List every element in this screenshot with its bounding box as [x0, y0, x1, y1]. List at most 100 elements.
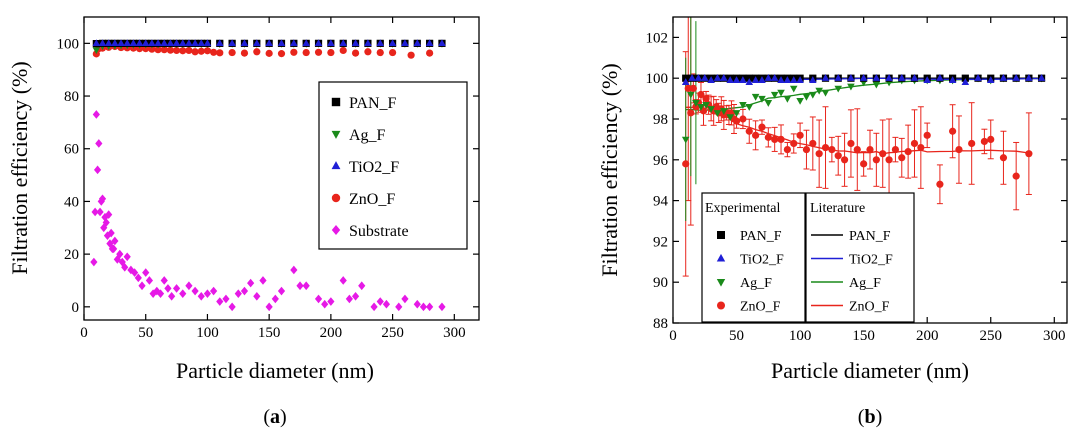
chart-a-point	[228, 302, 236, 312]
chart-a-point	[265, 49, 273, 57]
chart-a-point	[191, 286, 199, 296]
chart-b-point	[732, 110, 741, 118]
chart-b-xtick-label: 50	[729, 328, 744, 344]
chart-a-point	[314, 294, 323, 304]
chart-a-xtick-label: 100	[196, 325, 219, 341]
chart-a-point	[314, 39, 323, 47]
chart-b-ytick-label: 94	[653, 194, 669, 210]
chart-a-point	[179, 47, 187, 55]
chart-a-point	[203, 39, 212, 47]
chart-b-point	[828, 146, 836, 154]
chart-b-point	[777, 76, 785, 83]
chart-a-point	[203, 289, 212, 298]
chart-a-point	[166, 39, 175, 47]
chart-b-point	[692, 99, 700, 107]
chart-b-frame	[672, 16, 1068, 324]
chart-a-legend-label: Substrate	[349, 223, 409, 240]
chart-a-series-TiO2_F	[92, 39, 446, 47]
chart-a-caption: (a)	[263, 406, 286, 428]
chart-a-point	[92, 39, 101, 47]
chart-b-point	[955, 146, 963, 154]
chart-b-point	[751, 93, 760, 101]
chart-a-xlabel: Particle diameter (nm)	[176, 358, 374, 383]
chart-a-point	[376, 48, 384, 57]
chart-a-point	[413, 39, 422, 47]
chart-a-point	[98, 194, 107, 204]
chart-a-point	[339, 39, 347, 47]
chart-a-point	[234, 289, 242, 298]
chart-a-ytick-label: 80	[64, 89, 79, 105]
chart-b-xtick-label: 100	[789, 328, 812, 344]
chart-a-point	[259, 276, 267, 285]
chart-a-point	[302, 48, 310, 57]
chart-b-point	[815, 150, 823, 158]
chart-a-point	[327, 48, 335, 57]
chart-b-point	[853, 146, 861, 154]
chart-a-point	[253, 48, 261, 56]
chart-b-point	[872, 74, 881, 81]
chart-a-ytick-label: 100	[57, 36, 80, 52]
chart-b-point	[987, 135, 995, 143]
chart-a-point	[358, 281, 366, 291]
chart-b-ytick-label: 100	[646, 71, 669, 87]
chart-b-point	[872, 156, 880, 164]
chart-a-ytick-label: 0	[72, 300, 80, 316]
chart-b-point	[720, 74, 728, 81]
chart-a-point	[277, 39, 286, 47]
chart-b-point	[777, 135, 785, 143]
chart-b-point	[689, 84, 697, 92]
chart-a-point	[123, 39, 131, 47]
chart-a-point	[185, 46, 193, 55]
chart-b-point	[859, 74, 868, 81]
chart-b-point	[771, 135, 779, 143]
chart-b-xlabel: Particle diameter (nm)	[771, 358, 969, 383]
chart-a-point	[438, 39, 446, 47]
chart-b-point	[745, 78, 754, 85]
chart-b-xtick-label: 200	[916, 328, 939, 344]
chart-a-point	[148, 39, 156, 47]
chart-b-point	[732, 117, 741, 125]
chart-a-point	[141, 39, 150, 47]
chart-b-ytick-label: 102	[646, 30, 669, 46]
chart-a-point	[203, 47, 212, 55]
chart-b-point	[694, 74, 703, 81]
chart-a-point	[240, 286, 249, 296]
chart-b-legend-marker	[716, 279, 726, 287]
chart-b-point	[745, 104, 754, 111]
chart-a-point	[113, 255, 121, 264]
chart-b-point	[745, 127, 753, 135]
chart-b-point	[879, 150, 887, 158]
chart-a-point	[407, 51, 415, 59]
chart-a-point	[164, 284, 172, 293]
chart-b-point	[684, 84, 692, 92]
chart-a-point	[134, 273, 142, 283]
chart-a-point	[228, 48, 236, 57]
chart-a-point	[123, 252, 131, 262]
chart-a-point	[90, 257, 98, 267]
chart-b-point	[809, 139, 817, 148]
chart-a-point	[339, 276, 347, 285]
chart-b-legend-marker	[717, 301, 725, 310]
chart-a-point	[240, 49, 249, 57]
chart-b-legend-label: ZnO_F	[849, 300, 890, 315]
chart-a-xtick-label: 0	[80, 325, 88, 341]
chart-b-point	[682, 160, 690, 168]
chart-a-point	[172, 39, 181, 47]
chart-b-point	[834, 85, 843, 93]
chart-b-legend: Experimental Literature PAN_F PAN_F TiO2_F…	[701, 192, 915, 323]
chart-b-point	[758, 76, 766, 83]
chart-a-point	[95, 139, 103, 148]
chart-a-point	[290, 48, 298, 56]
chart-b-point	[777, 89, 785, 97]
chart-a-xtick-label: 300	[443, 325, 466, 341]
chart-b-point	[897, 74, 906, 81]
chart-a-legend-label: ZnO_F	[349, 191, 395, 208]
chart-b-point	[702, 95, 710, 103]
chart-a-point	[290, 265, 298, 275]
chart-b-point	[732, 76, 741, 83]
chart-a-point	[111, 236, 119, 246]
chart-a-frame	[83, 16, 480, 321]
chart-a-point	[296, 281, 304, 291]
chart-b-point	[847, 139, 855, 148]
chart-b-legend-label: Ag_F	[849, 276, 881, 291]
